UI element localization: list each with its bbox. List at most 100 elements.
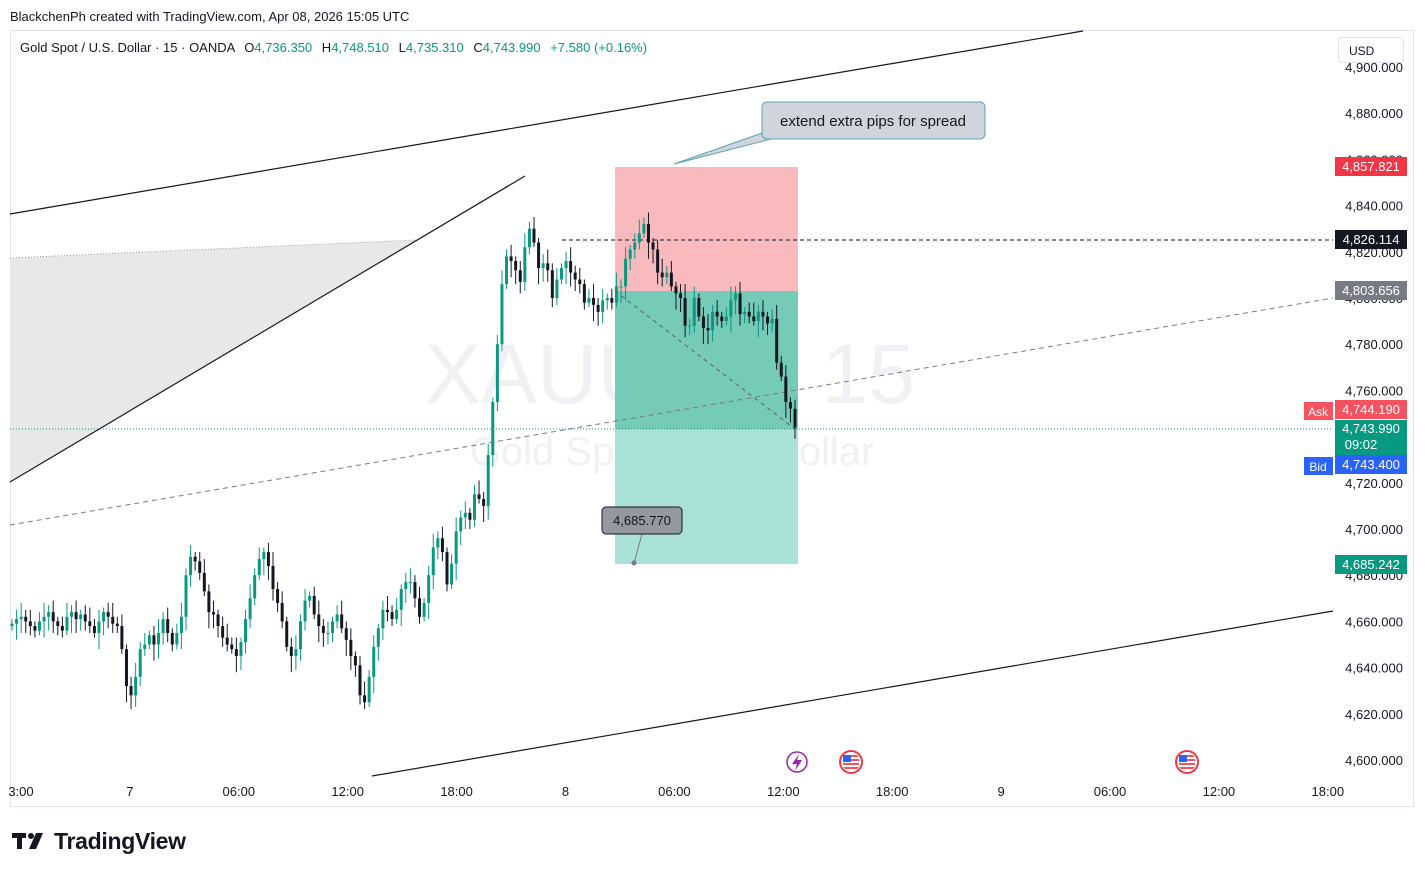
candle-body xyxy=(221,626,225,638)
candle-body xyxy=(660,272,664,278)
time-axis[interactable]: 3:00 7 06:00 12:00 18:00 8 06:00 12:00 18:00 9 06:… xyxy=(8,784,1344,799)
candle-body xyxy=(166,619,170,633)
candle-body xyxy=(381,609,385,629)
candle-body xyxy=(124,649,128,687)
candle-body xyxy=(271,565,275,590)
candle-body xyxy=(637,233,641,243)
price-tick-label: 4,660.000 xyxy=(1345,614,1403,629)
candle-body xyxy=(395,609,399,620)
candle-body xyxy=(692,298,696,326)
target-label-dot xyxy=(631,560,637,566)
candle-body xyxy=(161,619,165,633)
candle-body xyxy=(115,623,119,627)
candle-body xyxy=(234,649,238,657)
countdown-text: 09:02 xyxy=(1345,437,1378,452)
candle-body xyxy=(733,293,737,301)
candle-body xyxy=(523,247,527,282)
candle-body xyxy=(509,256,513,262)
candle-body xyxy=(729,300,733,317)
candle-body xyxy=(633,242,637,250)
dashed-level-text: 4,826.114 xyxy=(1343,232,1400,247)
candle-body xyxy=(482,498,486,506)
candle-body xyxy=(431,547,435,576)
target-price-text: 4,685.242 xyxy=(1342,557,1400,572)
close-value: 4,743.990 xyxy=(482,40,541,55)
time-tick-label: 06:00 xyxy=(658,784,691,799)
candle-body xyxy=(450,563,454,585)
candle-body xyxy=(477,494,481,499)
candle-body xyxy=(74,612,78,620)
candle-body xyxy=(120,626,124,650)
candle-body xyxy=(363,695,367,703)
time-tick-label: 12:00 xyxy=(1203,784,1236,799)
candle-body xyxy=(285,621,289,647)
callout-text: extend extra pips for spread xyxy=(780,113,966,130)
candle-body xyxy=(775,318,779,363)
candle-body xyxy=(486,455,490,506)
candle-body xyxy=(445,552,449,585)
candle-body xyxy=(752,316,756,322)
candle-body xyxy=(129,686,133,696)
candle-body xyxy=(550,270,554,298)
entry-price-text: 4,803.656 xyxy=(1342,283,1400,298)
candle-body xyxy=(298,621,302,650)
candle-body xyxy=(701,316,705,329)
us-flag-icon-2[interactable] xyxy=(1175,750,1199,774)
candle-body xyxy=(601,300,605,312)
candle-body xyxy=(138,649,142,677)
candle-body xyxy=(97,621,101,633)
target-label-text: 4,685.770 xyxy=(613,513,671,528)
candle-body xyxy=(683,298,687,326)
candle-body xyxy=(546,263,550,271)
candle-body xyxy=(399,589,403,610)
candle-body xyxy=(592,298,596,305)
currency-button[interactable]: USD xyxy=(1338,37,1404,63)
candle-body xyxy=(344,628,348,640)
target-label-connector xyxy=(633,533,643,564)
bolt-icon[interactable] xyxy=(786,751,808,773)
time-tick-label: 9 xyxy=(997,784,1004,799)
candle-body xyxy=(642,224,646,234)
open-label: O xyxy=(244,40,255,55)
tradingview-logo[interactable]: TradingView xyxy=(12,828,186,855)
time-tick-label: 18:00 xyxy=(1312,784,1345,799)
channel-bottom-line xyxy=(371,610,1334,777)
bid-label: Bid xyxy=(1309,460,1326,474)
candle-body xyxy=(674,286,678,294)
candle-body xyxy=(559,267,563,280)
candle-body xyxy=(679,293,683,298)
candle-body xyxy=(770,318,774,324)
candle-body xyxy=(422,602,426,617)
candle-body xyxy=(367,676,371,703)
candle-body xyxy=(610,298,614,303)
target-price-tag: 4,685.242 xyxy=(1335,555,1407,574)
candle-body xyxy=(175,632,179,645)
candle-body xyxy=(573,272,577,280)
candle-body xyxy=(331,621,335,633)
candle-body xyxy=(541,263,545,268)
stop-price-text: 4,857.821 xyxy=(1342,159,1400,174)
stop-zone xyxy=(615,167,798,291)
candle-body xyxy=(656,249,660,273)
candle-body xyxy=(706,328,710,331)
us-flag-icon[interactable] xyxy=(839,750,863,774)
candle-body xyxy=(715,311,719,317)
candle-body xyxy=(605,298,609,301)
high-label: H xyxy=(321,40,332,55)
candle-body xyxy=(491,401,495,456)
entry-price-tag: 4,803.656 xyxy=(1335,281,1407,300)
target-label-box[interactable] xyxy=(601,506,683,535)
candle-body xyxy=(111,616,115,624)
time-tick-label: 18:00 xyxy=(876,784,909,799)
callout-box[interactable] xyxy=(761,101,986,140)
candle-body xyxy=(427,575,431,603)
candle-body xyxy=(385,609,389,613)
candle-body xyxy=(537,242,541,268)
ask-label: Ask xyxy=(1308,405,1329,419)
candle-body xyxy=(514,261,518,271)
trend-line xyxy=(9,175,526,483)
dashed-trend-line xyxy=(9,297,1334,526)
symbol-legend[interactable]: Gold Spot / U.S. Dollar · 15 · OANDA O4,… xyxy=(20,40,647,55)
low-label: L xyxy=(398,40,406,55)
